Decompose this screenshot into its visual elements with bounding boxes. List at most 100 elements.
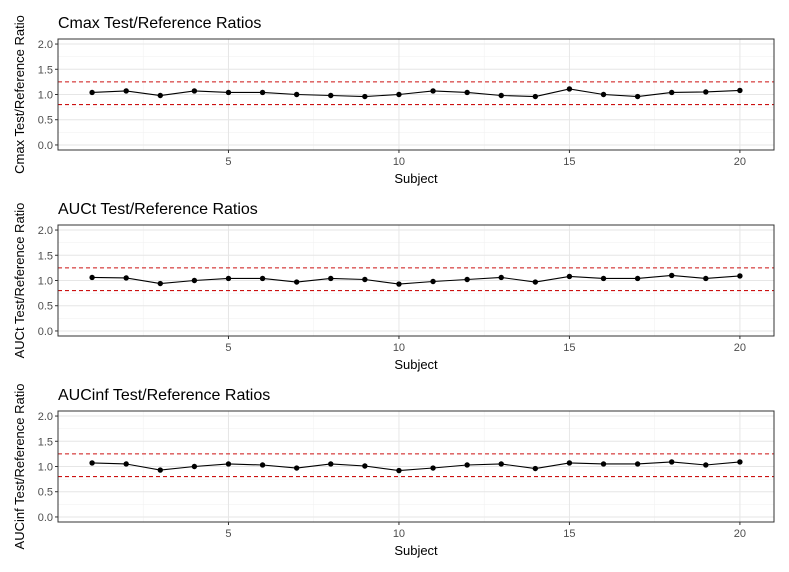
y-tick-label: 0.5 — [38, 487, 53, 499]
x-axis-label: Subject — [394, 543, 438, 558]
data-point — [737, 273, 743, 279]
y-tick-label: 1.5 — [38, 250, 53, 262]
y-tick-label: 1.0 — [38, 90, 53, 102]
data-point — [89, 460, 95, 466]
data-point — [600, 461, 607, 467]
data-point — [89, 274, 95, 281]
data-point — [396, 91, 402, 98]
x-tick-label: 20 — [734, 156, 746, 168]
x-axis-label: Subject — [394, 357, 438, 372]
y-tick-label: 1.0 — [38, 462, 53, 474]
x-tick-label: 15 — [563, 528, 575, 540]
series-line — [92, 274, 740, 285]
data-point — [191, 463, 198, 470]
data-point — [89, 89, 95, 96]
chart-title: AUCinf Test/Reference Ratios — [58, 387, 270, 404]
gridlines — [58, 411, 774, 522]
y-tick-label: 0.0 — [38, 140, 53, 152]
data-point — [362, 276, 368, 283]
data-point — [464, 462, 470, 468]
x-tick-label: 15 — [563, 342, 575, 354]
data-point — [396, 467, 402, 474]
x-tick-label: 20 — [734, 528, 746, 540]
data-point — [634, 93, 641, 100]
data-point — [498, 461, 504, 467]
data-point — [430, 88, 436, 94]
data-point — [669, 459, 675, 465]
x-tick-label: 10 — [393, 156, 405, 168]
data-point — [634, 275, 641, 282]
y-axis-label: AUCt Test/Reference Ratio — [12, 203, 27, 359]
x-tick-label: 10 — [393, 342, 405, 354]
data-point — [259, 462, 266, 468]
data-point — [600, 91, 607, 98]
data-point — [703, 462, 709, 468]
data-point — [123, 461, 129, 467]
data-point — [328, 461, 334, 467]
data-point — [634, 461, 641, 467]
x-tick-label: 5 — [225, 342, 231, 354]
data-point — [737, 87, 743, 94]
data-point — [430, 465, 436, 471]
x-tick-label: 20 — [734, 342, 746, 354]
data-point — [191, 277, 198, 284]
chart-panel-1: 0.0 0.5 1.0 1.5 2.0 5 10 15 20 Cmax Test/Referenc… — [12, 15, 775, 186]
y-tick-label: 2.0 — [38, 411, 53, 423]
data-point — [293, 91, 300, 98]
data-point — [225, 461, 232, 467]
data-point — [259, 275, 266, 282]
data-point — [566, 460, 573, 466]
data-point — [362, 93, 368, 100]
chart-panel-3: 0.0 0.5 1.0 1.5 2.0 5 10 15 20 AUCinf Test/Refere… — [12, 384, 775, 558]
data-point — [532, 279, 539, 285]
data-point — [123, 275, 129, 281]
y-tick-label: 1.0 — [38, 276, 53, 288]
data-point — [532, 465, 539, 472]
y-axis-label: AUCinf Test/Reference Ratio — [12, 384, 27, 550]
data-point — [293, 465, 300, 471]
data-point — [600, 275, 607, 282]
chart-panel-2: 0.0 0.5 1.0 1.5 2.0 5 10 15 20 AUCt Test/Referenc… — [12, 201, 775, 372]
data-point — [225, 89, 232, 96]
data-point — [464, 89, 470, 96]
chart-title: Cmax Test/Reference Ratios — [58, 15, 261, 32]
chart-title: AUCt Test/Reference Ratios — [58, 201, 258, 218]
data-point — [430, 278, 436, 285]
x-tick-label: 10 — [393, 528, 405, 540]
data-point — [362, 463, 368, 469]
y-tick-label: 0.0 — [38, 512, 53, 524]
data-point — [157, 92, 163, 99]
data-point — [157, 280, 163, 287]
data-point — [532, 93, 539, 100]
data-point — [464, 276, 470, 283]
series-line — [92, 461, 740, 472]
data-point — [157, 467, 163, 473]
y-tick-label: 2.0 — [38, 225, 53, 237]
y-tick-label: 2.0 — [38, 39, 53, 51]
y-tick-label: 0.5 — [38, 301, 53, 313]
data-point — [669, 272, 675, 279]
y-tick-label: 0.5 — [38, 115, 53, 127]
x-tick-label: 15 — [563, 156, 575, 168]
x-tick-label: 5 — [225, 156, 231, 168]
data-point — [293, 279, 300, 285]
data-point — [123, 88, 129, 94]
series-line — [92, 88, 740, 98]
y-tick-label: 0.0 — [38, 326, 53, 338]
data-point — [191, 88, 198, 94]
data-point — [669, 89, 675, 96]
data-point — [566, 86, 573, 92]
data-point — [328, 92, 334, 99]
data-point — [703, 89, 709, 95]
data-point — [259, 89, 266, 96]
data-point — [498, 92, 504, 99]
y-tick-label: 1.5 — [38, 64, 53, 76]
data-point — [328, 275, 334, 282]
y-axis-label: Cmax Test/Reference Ratio — [12, 15, 27, 174]
data-point — [566, 273, 573, 280]
data-point — [225, 275, 232, 282]
x-tick-label: 5 — [225, 528, 231, 540]
data-point — [396, 281, 402, 287]
